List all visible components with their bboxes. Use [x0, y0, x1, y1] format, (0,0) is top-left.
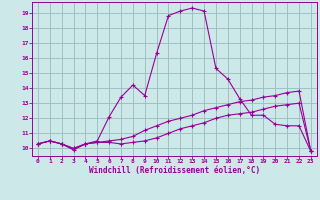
X-axis label: Windchill (Refroidissement éolien,°C): Windchill (Refroidissement éolien,°C) [89, 166, 260, 175]
